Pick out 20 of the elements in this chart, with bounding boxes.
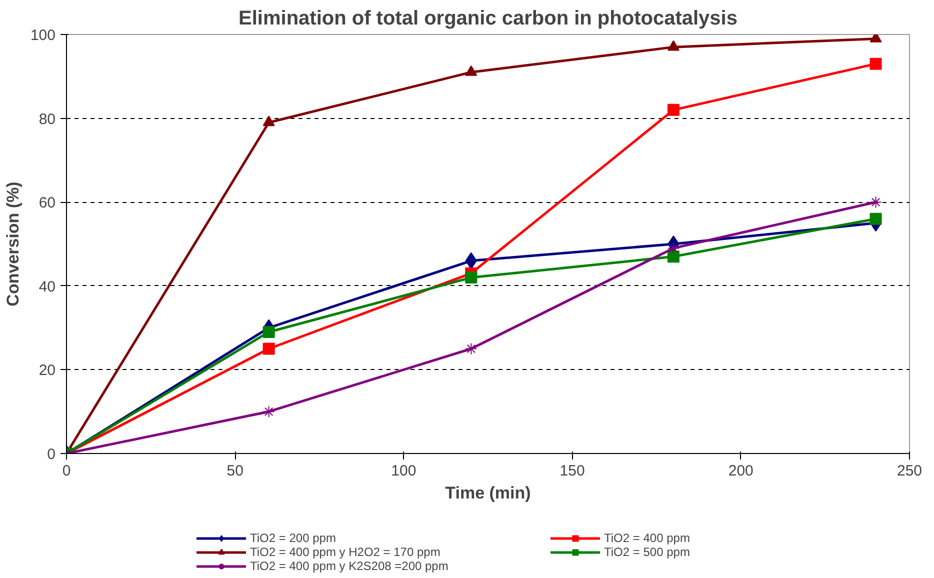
legend-label: TiO2 = 200 ppm — [250, 531, 337, 545]
legend-label: TiO2 = 500 ppm — [604, 545, 691, 559]
x-tick-label: 0 — [62, 462, 71, 480]
x-tick-label: 250 — [896, 462, 922, 480]
y-tick-label: 100 — [30, 27, 56, 44]
x-tick-label: 150 — [560, 462, 585, 480]
chart-title: Elimination of total organic carbon in photocatalysis — [238, 8, 738, 30]
legend-label: TiO2 = 400 ppm y K2S208 =200 ppm — [250, 559, 450, 573]
x-tick-label: 50 — [226, 462, 244, 480]
legend-label: TiO2 = 400 ppm — [604, 531, 691, 545]
y-axis-title: Conversion (%) — [3, 182, 22, 306]
y-tick-label: 80 — [38, 110, 56, 128]
legend-label: TiO2 = 400 ppm y H2O2 = 170 ppm — [250, 545, 442, 559]
x-tick-label: 200 — [728, 462, 754, 480]
y-tick-label: 40 — [38, 278, 56, 296]
y-tick-label: 0 — [47, 446, 56, 463]
y-tick-label: 60 — [38, 194, 56, 212]
x-tick-label: 100 — [391, 462, 416, 480]
x-axis-title: Time (min) — [445, 484, 531, 502]
y-tick-label: 20 — [38, 362, 56, 380]
